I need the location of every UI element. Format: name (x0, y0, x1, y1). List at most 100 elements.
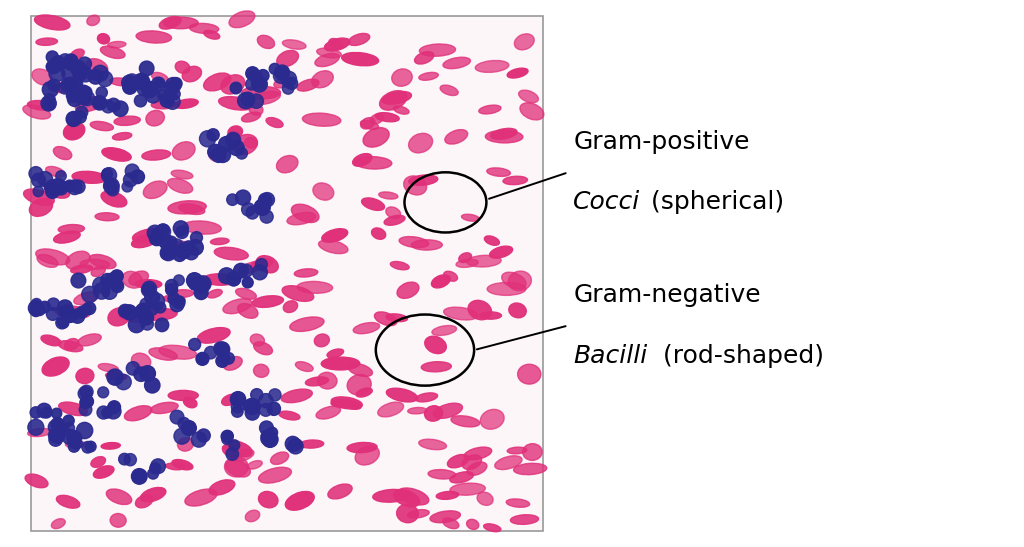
Ellipse shape (506, 499, 529, 507)
Ellipse shape (286, 437, 300, 451)
Ellipse shape (459, 253, 471, 263)
Ellipse shape (150, 231, 164, 246)
Ellipse shape (151, 459, 166, 474)
Ellipse shape (100, 274, 114, 287)
Ellipse shape (30, 199, 52, 217)
Ellipse shape (74, 292, 99, 305)
Ellipse shape (106, 369, 123, 385)
Ellipse shape (183, 221, 221, 234)
Bar (31, 16, 543, 531)
Ellipse shape (419, 72, 438, 80)
Ellipse shape (211, 148, 226, 162)
Ellipse shape (393, 106, 409, 114)
Ellipse shape (148, 293, 165, 310)
Ellipse shape (72, 171, 106, 183)
Ellipse shape (443, 57, 470, 69)
Ellipse shape (63, 309, 77, 322)
Ellipse shape (101, 167, 117, 183)
Ellipse shape (58, 224, 84, 234)
Ellipse shape (101, 100, 115, 113)
Ellipse shape (204, 73, 230, 91)
Ellipse shape (222, 430, 233, 441)
Ellipse shape (495, 456, 522, 469)
Ellipse shape (76, 368, 94, 383)
Ellipse shape (88, 69, 102, 84)
Ellipse shape (73, 68, 86, 81)
Ellipse shape (514, 463, 547, 475)
Ellipse shape (57, 317, 69, 327)
Ellipse shape (360, 120, 379, 130)
Ellipse shape (46, 51, 58, 63)
Ellipse shape (135, 76, 148, 89)
Ellipse shape (54, 180, 67, 193)
Ellipse shape (78, 57, 91, 71)
Ellipse shape (104, 178, 116, 190)
Ellipse shape (71, 309, 85, 323)
Ellipse shape (360, 118, 375, 129)
Ellipse shape (168, 293, 180, 305)
Ellipse shape (173, 221, 188, 236)
Ellipse shape (166, 284, 177, 296)
Ellipse shape (29, 300, 44, 316)
Ellipse shape (348, 33, 370, 45)
Ellipse shape (80, 385, 93, 398)
Ellipse shape (327, 349, 344, 358)
Ellipse shape (63, 54, 78, 68)
Ellipse shape (240, 264, 253, 277)
Ellipse shape (251, 388, 263, 401)
Ellipse shape (467, 519, 479, 529)
Ellipse shape (179, 204, 205, 214)
Ellipse shape (215, 147, 230, 162)
Ellipse shape (399, 236, 429, 248)
Ellipse shape (169, 89, 180, 100)
Ellipse shape (170, 298, 183, 312)
Ellipse shape (80, 91, 94, 106)
Ellipse shape (431, 275, 451, 288)
Text: (spherical): (spherical) (643, 190, 784, 214)
Ellipse shape (142, 281, 157, 295)
Ellipse shape (518, 90, 539, 103)
Ellipse shape (456, 259, 478, 267)
Ellipse shape (254, 342, 272, 355)
Ellipse shape (522, 444, 542, 461)
Ellipse shape (185, 489, 217, 506)
Ellipse shape (507, 447, 527, 454)
Ellipse shape (48, 429, 60, 441)
Ellipse shape (126, 362, 139, 375)
Ellipse shape (221, 75, 245, 94)
Ellipse shape (168, 178, 193, 193)
Ellipse shape (231, 400, 244, 413)
Ellipse shape (479, 105, 501, 114)
Ellipse shape (57, 424, 69, 435)
Ellipse shape (111, 280, 124, 293)
Ellipse shape (102, 284, 117, 299)
Ellipse shape (317, 373, 337, 389)
Ellipse shape (139, 311, 154, 325)
Text: Cocci: Cocci (573, 190, 641, 214)
Ellipse shape (283, 40, 306, 49)
Ellipse shape (111, 514, 126, 527)
Ellipse shape (393, 490, 420, 507)
Ellipse shape (111, 278, 123, 291)
Ellipse shape (188, 339, 201, 351)
Ellipse shape (141, 318, 154, 330)
Ellipse shape (224, 457, 248, 477)
Ellipse shape (144, 290, 160, 305)
Ellipse shape (331, 397, 362, 409)
Ellipse shape (316, 406, 341, 419)
Ellipse shape (79, 67, 93, 82)
Ellipse shape (125, 164, 139, 178)
Ellipse shape (467, 255, 501, 267)
Ellipse shape (65, 59, 76, 70)
Ellipse shape (242, 203, 255, 216)
Ellipse shape (53, 231, 80, 243)
Ellipse shape (108, 401, 121, 414)
Ellipse shape (173, 249, 186, 261)
Ellipse shape (71, 265, 92, 274)
Ellipse shape (250, 334, 264, 346)
Ellipse shape (259, 421, 273, 435)
Ellipse shape (236, 148, 248, 159)
Ellipse shape (161, 245, 176, 261)
Text: Bacilli: Bacilli (573, 344, 648, 368)
Ellipse shape (122, 75, 137, 90)
